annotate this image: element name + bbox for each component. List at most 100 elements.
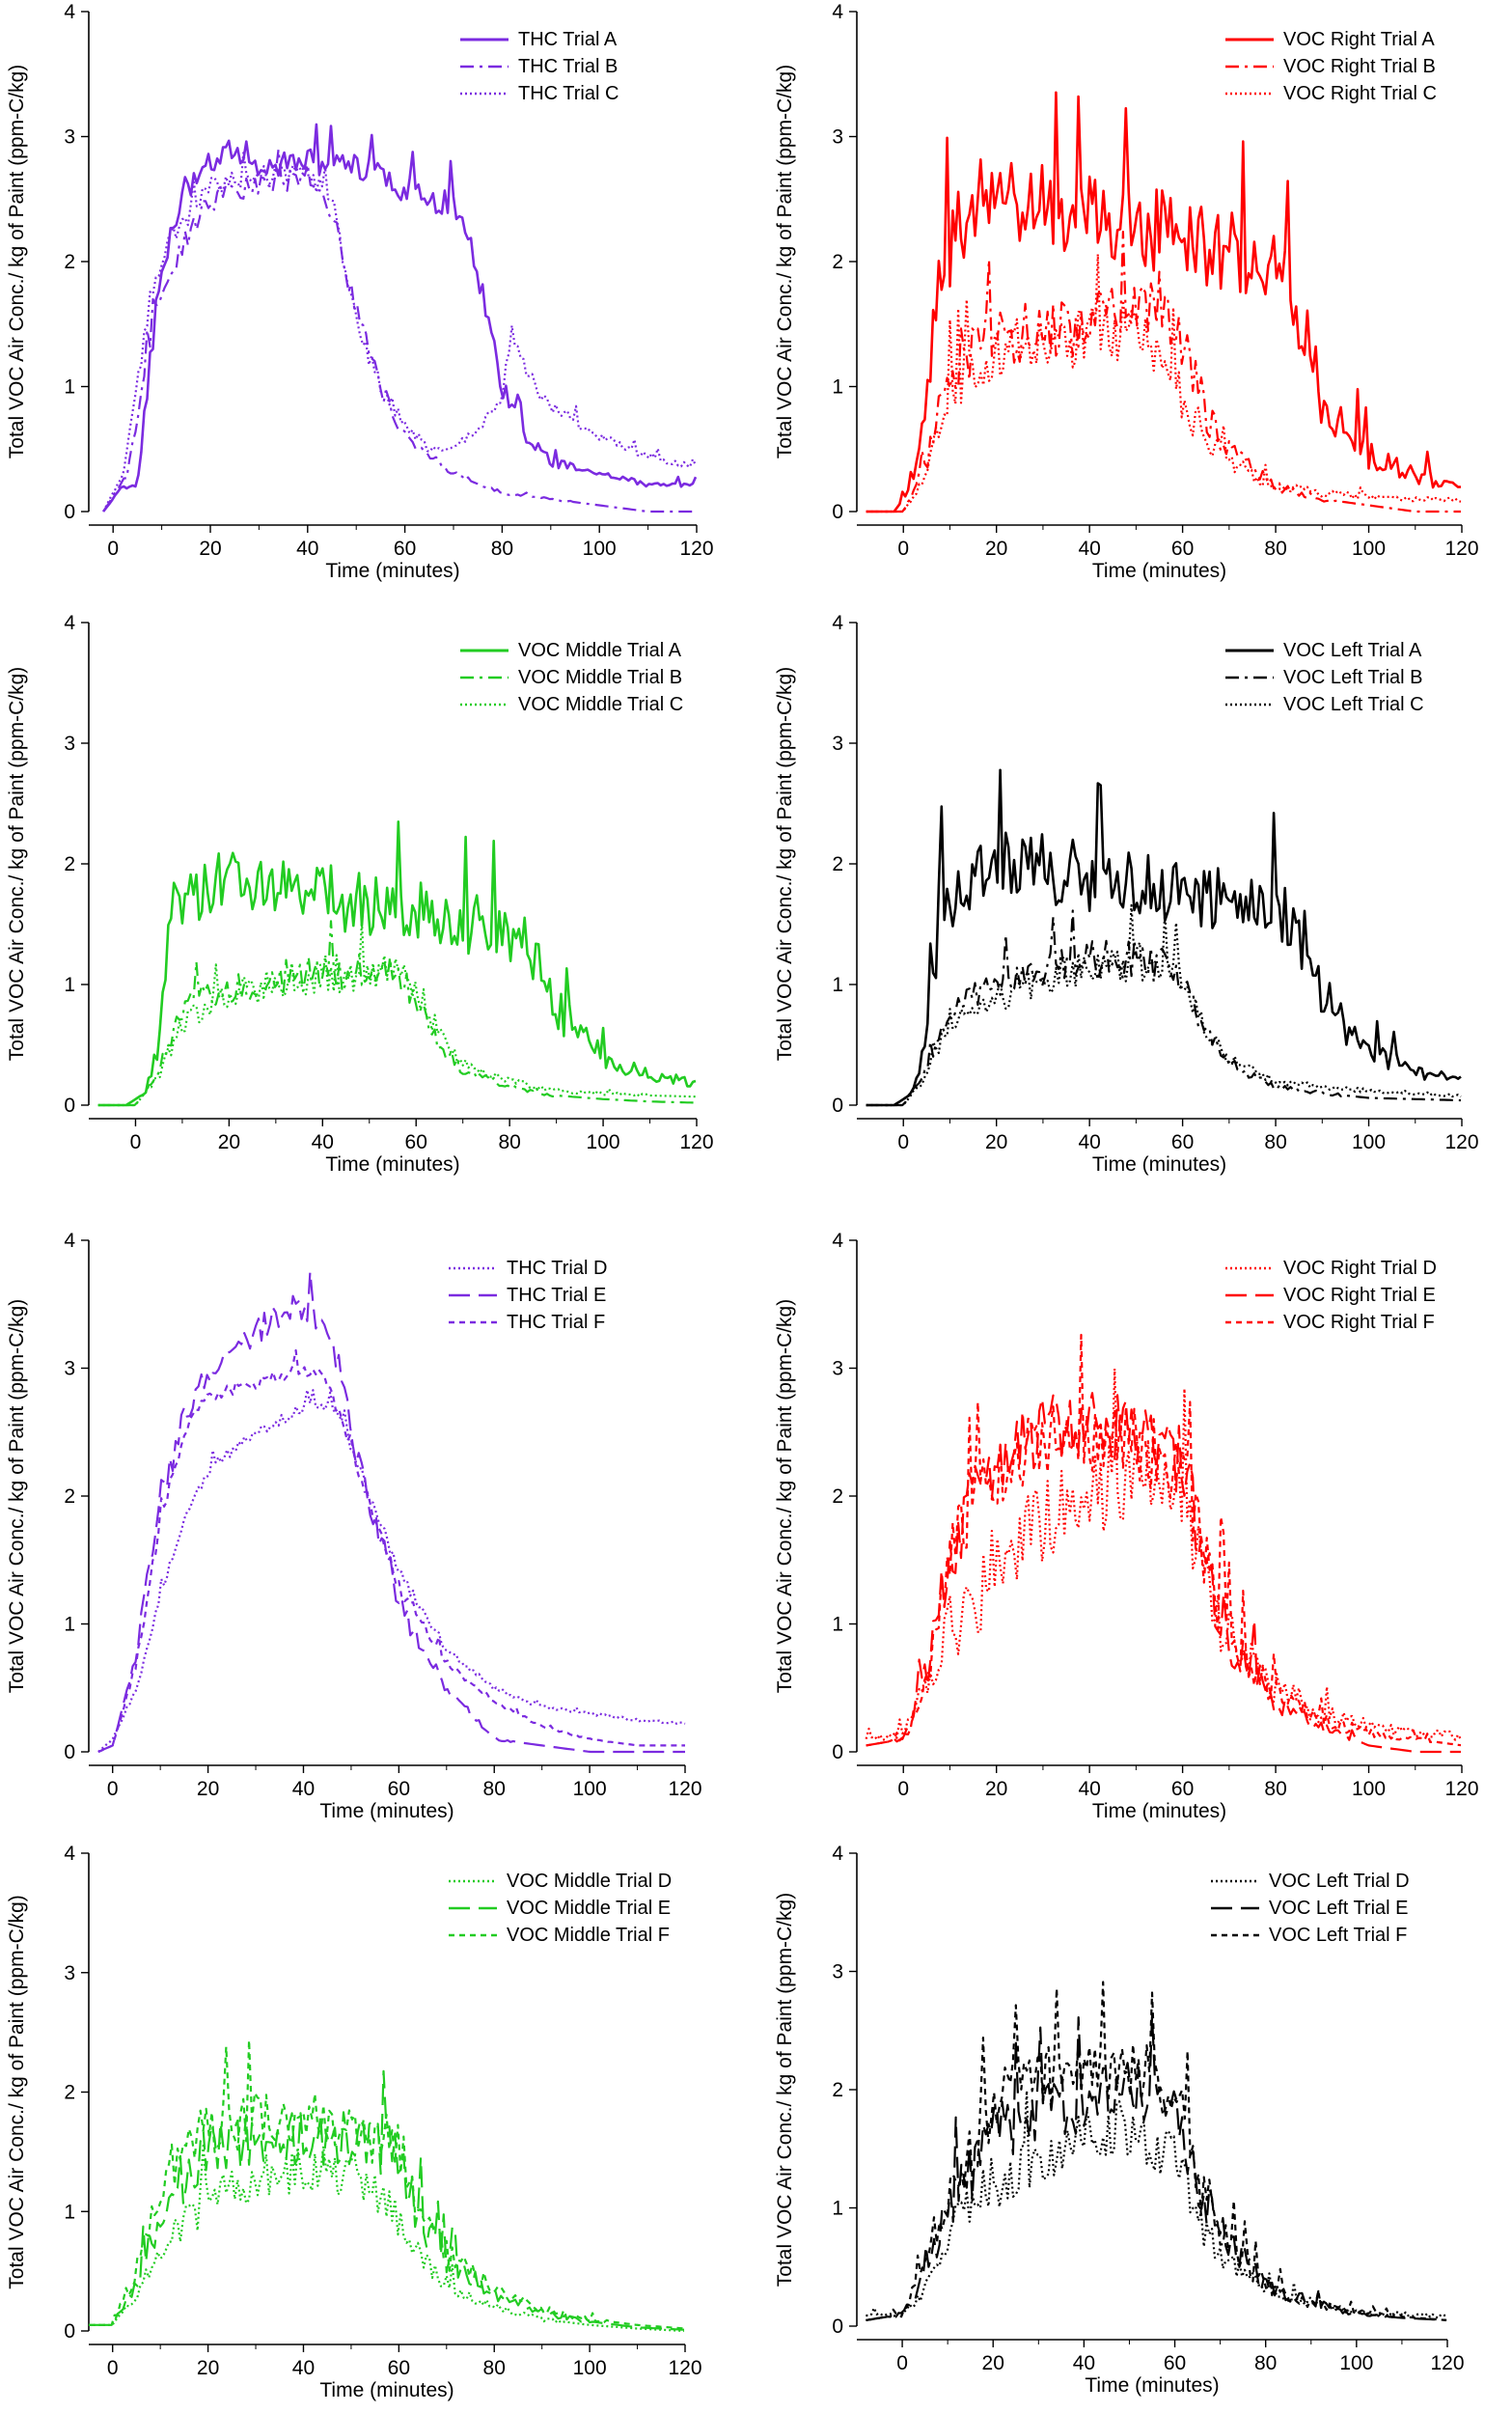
x-tick-label: 80 [1254, 2352, 1277, 2374]
x-axis-label: Time (minutes) [1092, 560, 1226, 582]
y-tick-label: 4 [832, 1, 843, 23]
legend-label: VOC Right Trial B [1283, 56, 1436, 77]
y-tick-label: 1 [64, 2201, 75, 2223]
series-line-voc-right-trial-f [866, 1333, 1462, 1747]
y-tick-label: 1 [832, 1614, 843, 1636]
y-tick-label: 4 [64, 1843, 75, 1865]
x-tick-label: 0 [897, 538, 909, 560]
y-tick-label: 3 [832, 1961, 843, 1983]
x-tick-label: 20 [985, 1131, 1007, 1153]
legend-label: THC Trial A [518, 29, 618, 50]
series-line-voc-right-trial-a [866, 91, 1462, 513]
x-tick-label: 20 [985, 1778, 1007, 1800]
x-tick-label: 80 [1264, 1131, 1286, 1153]
y-tick-label: 2 [64, 2082, 75, 2104]
x-tick-label: 100 [573, 2357, 607, 2379]
x-tick-label: 60 [1171, 1778, 1194, 1800]
legend-label: VOC Right Trial C [1283, 83, 1437, 104]
legend-label: VOC Middle Trial F [507, 1925, 670, 1946]
y-tick-label: 0 [64, 1741, 75, 1763]
legend-label: VOC Left Trial A [1283, 640, 1422, 661]
legend-label: VOC Left Trial C [1283, 694, 1424, 715]
y-tick-label: 0 [64, 501, 75, 523]
x-tick-label: 60 [1164, 2352, 1186, 2374]
legend-label: VOC Left Trial F [1269, 1925, 1407, 1946]
x-tick-label: 0 [107, 538, 119, 560]
x-axis-label: Time (minutes) [319, 2379, 454, 2401]
x-tick-label: 20 [218, 1131, 240, 1153]
x-tick-label: 80 [491, 538, 513, 560]
series-line-voc-left-trial-a [866, 768, 1462, 1107]
y-tick-label: 2 [832, 853, 843, 875]
series-line-voc-middle-trial-b [97, 920, 697, 1107]
legend-label: THC Trial D [507, 1258, 607, 1279]
series-line-thc-trial-c [102, 152, 697, 513]
x-axis-label: Time (minutes) [319, 1800, 454, 1822]
y-tick-label: 2 [832, 1485, 843, 1508]
legend: VOC Right Trial D VOC Right Trial E VOC Ri… [1225, 1258, 1437, 1333]
x-tick-label: 0 [896, 2352, 908, 2374]
y-tick-label: 3 [64, 1962, 75, 1984]
x-tick-label: 100 [1352, 538, 1386, 560]
y-axis-label: Total VOC Air Conc./ kg of Paint (ppm-C/… [6, 667, 28, 1061]
y-tick-label: 0 [832, 1741, 843, 1763]
y-tick-label: 3 [832, 733, 843, 755]
series-line-voc-middle-trial-a [97, 819, 697, 1107]
x-tick-label: 40 [1073, 2352, 1095, 2374]
x-tick-label: 60 [1171, 538, 1194, 560]
y-tick-label: 1 [832, 376, 843, 399]
y-tick-label: 3 [64, 126, 75, 149]
legend-label: THC Trial E [507, 1285, 606, 1306]
x-tick-label: 120 [1444, 1131, 1478, 1153]
x-tick-label: 60 [394, 538, 416, 560]
legend-label: VOC Middle Trial A [518, 640, 682, 661]
x-axis-label: Time (minutes) [1092, 1800, 1226, 1822]
series-line-voc-left-trial-b [866, 909, 1462, 1107]
y-tick-label: 1 [832, 2198, 843, 2220]
series-line-voc-left-trial-d [866, 2090, 1447, 2319]
y-axis-label: Total VOC Air Conc./ kg of Paint (ppm-C/… [774, 1893, 796, 2287]
x-tick-label: 0 [107, 2357, 119, 2379]
x-tick-label: 80 [483, 1778, 506, 1800]
x-tick-label: 120 [1444, 1778, 1478, 1800]
legend-label: VOC Middle Trial D [507, 1871, 672, 1892]
y-axis-label: Total VOC Air Conc./ kg of Paint (ppm-C/… [774, 1299, 796, 1693]
x-tick-label: 120 [1430, 2352, 1464, 2374]
x-tick-label: 120 [679, 1131, 713, 1153]
y-tick-label: 3 [64, 1358, 75, 1380]
series-line-voc-right-trial-b [866, 231, 1461, 513]
x-tick-label: 0 [897, 1778, 909, 1800]
y-tick-label: 1 [832, 974, 843, 996]
legend: VOC Middle Trial A VOC Middle Trial B VOC … [460, 640, 683, 715]
y-tick-label: 4 [64, 1, 75, 23]
y-tick-label: 3 [832, 1358, 843, 1380]
y-tick-label: 2 [64, 853, 75, 875]
series-line-thc-trial-b [102, 148, 696, 513]
x-tick-label: 40 [1078, 1131, 1100, 1153]
x-tick-label: 80 [498, 1131, 520, 1153]
x-tick-label: 40 [1078, 538, 1100, 560]
y-tick-label: 3 [832, 126, 843, 149]
series-line-voc-left-trial-f [866, 1981, 1447, 2321]
x-tick-label: 60 [405, 1131, 427, 1153]
x-axis-label: Time (minutes) [325, 560, 459, 582]
y-axis-label: Total VOC Air Conc./ kg of Paint (ppm-C/… [6, 1299, 28, 1693]
x-tick-label: 40 [292, 2357, 315, 2379]
x-tick-label: 0 [107, 1778, 119, 1800]
legend-label: VOC Middle Trial E [507, 1898, 671, 1919]
y-tick-label: 2 [64, 1485, 75, 1508]
legend-label: VOC Right Trial E [1283, 1285, 1436, 1306]
x-tick-label: 100 [583, 538, 617, 560]
legend-label: VOC Right Trial D [1283, 1258, 1437, 1279]
series-line-voc-middle-trial-c [97, 920, 697, 1107]
x-tick-label: 120 [668, 2357, 701, 2379]
x-tick-label: 60 [388, 2357, 410, 2379]
series-line-voc-right-trial-d [865, 1367, 1462, 1741]
y-tick-label: 2 [64, 251, 75, 273]
x-tick-label: 120 [679, 538, 713, 560]
x-tick-label: 40 [1078, 1778, 1100, 1800]
y-tick-label: 2 [832, 251, 843, 273]
